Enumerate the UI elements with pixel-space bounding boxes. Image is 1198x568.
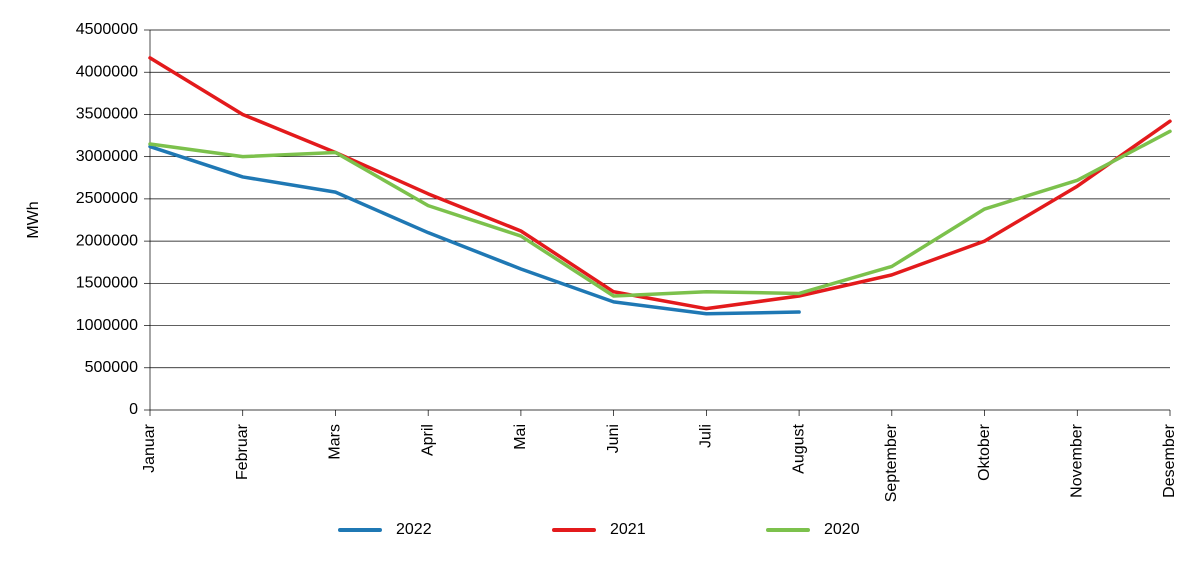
ytick-label: 0 bbox=[129, 401, 138, 418]
xtick-label: Juli bbox=[698, 424, 715, 448]
xtick-label: Juni bbox=[605, 424, 622, 453]
ytick-label: 4500000 bbox=[76, 21, 138, 38]
xtick-label: Desember bbox=[1161, 423, 1178, 497]
xtick-label: Mars bbox=[327, 424, 344, 460]
xtick-label: Oktober bbox=[976, 423, 993, 481]
ytick-label: 2000000 bbox=[76, 232, 138, 249]
ytick-label: 4000000 bbox=[76, 63, 138, 80]
series-line-2021 bbox=[150, 58, 1170, 309]
legend-swatch-2020 bbox=[766, 528, 810, 532]
xtick-label: Januar bbox=[141, 423, 158, 473]
y-axis-label: MWh bbox=[25, 201, 42, 238]
ytick-label: 3000000 bbox=[76, 148, 138, 165]
series-line-2020 bbox=[150, 131, 1170, 296]
xtick-label: November bbox=[1068, 423, 1085, 497]
ytick-label: 2500000 bbox=[76, 190, 138, 207]
series-line-2022 bbox=[150, 147, 799, 314]
ytick-label: 500000 bbox=[85, 359, 138, 376]
xtick-label: April bbox=[419, 424, 436, 456]
legend-label-2021: 2021 bbox=[610, 521, 646, 538]
legend-label-2022: 2022 bbox=[396, 521, 432, 538]
chart-container: 0 500000 1000000 1500000 2000000 2500000 30000… bbox=[0, 0, 1198, 568]
xtick-label: September bbox=[883, 423, 900, 502]
xtick-label: Februar bbox=[234, 423, 251, 480]
legend-swatch-2022 bbox=[338, 528, 382, 532]
xtick-label: August bbox=[790, 423, 807, 473]
line-chart: 0 500000 1000000 1500000 2000000 2500000 30000… bbox=[0, 0, 1198, 568]
ytick-label: 3500000 bbox=[76, 106, 138, 123]
ytick-label: 1500000 bbox=[76, 275, 138, 292]
legend-swatch-2021 bbox=[552, 528, 596, 532]
xtick-label: Mai bbox=[512, 424, 529, 450]
legend-label-2020: 2020 bbox=[824, 521, 860, 538]
ytick-label: 1000000 bbox=[76, 317, 138, 334]
